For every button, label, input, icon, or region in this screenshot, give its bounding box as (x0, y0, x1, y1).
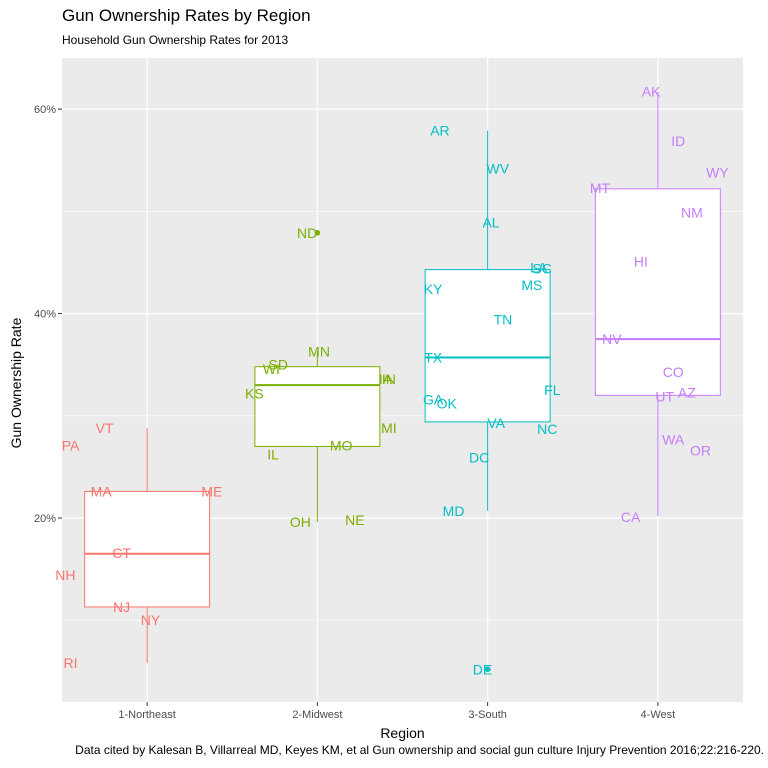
state-label: GA (423, 391, 444, 407)
state-label: NJ (113, 599, 130, 615)
state-label: AZ (678, 384, 696, 400)
y-axis-label: Gun Ownership Rate (8, 317, 24, 449)
x-tick-label: 1-Northeast (118, 709, 175, 721)
state-label: IA (379, 371, 393, 387)
state-label: NE (345, 512, 364, 528)
y-tick-label: 40% (34, 309, 56, 321)
state-label: ID (671, 133, 685, 149)
state-label: WY (706, 164, 729, 180)
x-tick-label: 2-Midwest (292, 709, 342, 721)
chart-subtitle: Household Gun Ownership Rates for 2013 (62, 33, 289, 47)
box-iqr (84, 490, 211, 608)
state-label: MD (443, 503, 465, 519)
state-label: MN (308, 343, 330, 359)
state-label: IN (382, 371, 396, 387)
outlier-point (314, 230, 321, 236)
state-label: RI (64, 655, 78, 671)
state-label: SC (532, 261, 551, 277)
chart-title: Gun Ownership Rates by Region (62, 6, 311, 25)
state-label: SD (268, 357, 287, 373)
x-axis-label: Region (380, 725, 425, 741)
x-tick-label: 3-South (468, 709, 507, 721)
chart-caption: Data cited by Kalesan B, Villarreal MD, … (75, 743, 764, 757)
state-label: AR (430, 123, 449, 139)
state-label: UT (655, 388, 674, 404)
state-label: HI (634, 253, 648, 269)
state-label: CA (621, 509, 641, 525)
state-label: ME (201, 483, 222, 499)
box-iqr (424, 269, 551, 423)
state-label: MI (381, 420, 397, 436)
state-label: NC (537, 421, 557, 437)
state-label: AK (642, 84, 661, 100)
state-label: MA (91, 483, 113, 499)
state-label: CO (663, 364, 684, 380)
state-label: MS (521, 277, 542, 293)
state-label: NH (55, 567, 75, 583)
state-label: KS (245, 385, 264, 401)
state-label: KY (424, 281, 443, 297)
state-label: FL (544, 382, 561, 398)
box-iqr (594, 188, 721, 396)
box-layer (84, 91, 721, 673)
state-label: TX (424, 350, 443, 366)
state-label: DE (473, 661, 492, 677)
x-tick-label: 4-West (641, 709, 676, 721)
y-tick-label: 20% (34, 513, 56, 525)
state-label: WV (487, 160, 510, 176)
state-label: VT (96, 420, 114, 436)
state-label: NY (141, 612, 161, 628)
state-label: OH (290, 514, 311, 530)
state-label: MO (330, 437, 353, 453)
state-label: NV (602, 331, 622, 347)
box-iqr (254, 366, 381, 447)
axes: 20% 40% 60% 1-Northeast 2-Midwest 3-South 4-We… (34, 104, 675, 721)
state-label: DC (469, 450, 489, 466)
state-label: WI (263, 361, 280, 377)
state-label: NM (681, 204, 703, 220)
state-label: TN (494, 312, 513, 328)
state-label: CT (112, 545, 131, 561)
state-label: OK (437, 396, 458, 412)
state-label: WA (662, 431, 685, 447)
state-label: MT (590, 180, 611, 196)
state-label: PA (62, 437, 80, 453)
state-label: AL (482, 215, 499, 231)
state-label: VA (487, 415, 505, 431)
y-tick-label: 60% (34, 104, 56, 116)
state-label: IL (267, 447, 279, 463)
state-label: ND (297, 225, 317, 241)
state-label: OR (690, 443, 711, 459)
state-label: LA (530, 260, 548, 276)
outlier-point (484, 666, 491, 673)
